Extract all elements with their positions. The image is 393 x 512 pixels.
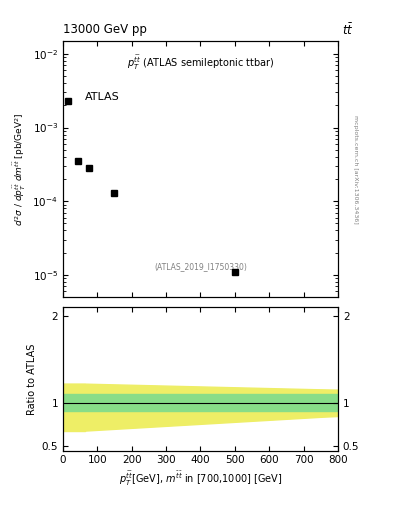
- Text: 13000 GeV pp: 13000 GeV pp: [63, 23, 147, 36]
- Y-axis label: $d^2\sigma$ / $dp_T^{\bar{t}\bar{t}}$ $dm^{\bar{t}\bar{t}}$ [pb/GeV$^2$]: $d^2\sigma$ / $dp_T^{\bar{t}\bar{t}}$ $d…: [12, 112, 28, 226]
- Text: $p_T^{\bar{t}\bar{t}}$ (ATLAS semileptonic ttbar): $p_T^{\bar{t}\bar{t}}$ (ATLAS semilepton…: [127, 54, 274, 72]
- Text: $t\bar{t}$: $t\bar{t}$: [342, 23, 353, 38]
- Text: ATLAS: ATLAS: [85, 92, 119, 102]
- Text: mcplots.cern.ch [arXiv:1306.3436]: mcplots.cern.ch [arXiv:1306.3436]: [353, 115, 358, 223]
- Text: (ATLAS_2019_I1750330): (ATLAS_2019_I1750330): [154, 262, 247, 271]
- Y-axis label: Ratio to ATLAS: Ratio to ATLAS: [28, 343, 37, 415]
- X-axis label: $p_T^{\bar{t}\bar{t}}$[GeV], $m^{\bar{t}\bar{t}}$ in [700,1000] [GeV]: $p_T^{\bar{t}\bar{t}}$[GeV], $m^{\bar{t}…: [119, 470, 282, 488]
